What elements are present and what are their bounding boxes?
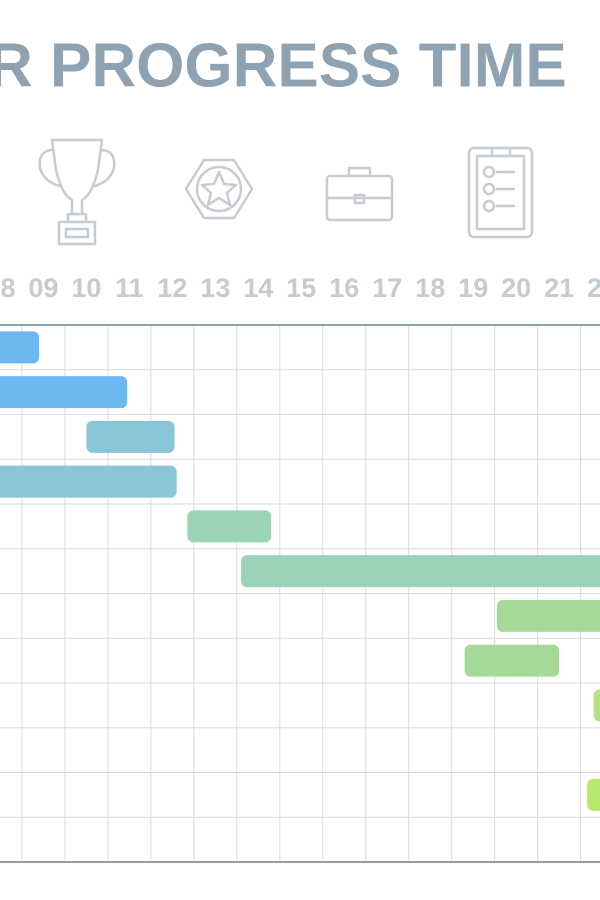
x-tick-label: 09 [28, 273, 58, 303]
icon-clipboard [467, 146, 534, 239]
icon-trophy [38, 138, 116, 246]
x-tick-label: 12 [157, 273, 187, 303]
x-tick-label: 10 [71, 273, 101, 303]
task-bar [0, 376, 128, 409]
x-tick-label: 19 [458, 273, 488, 303]
task-bar [496, 599, 600, 632]
x-tick-label: 22 [587, 273, 600, 303]
x-tick-label: 16 [329, 273, 359, 303]
task-bar [241, 555, 600, 588]
x-tick-label: 18 [415, 273, 445, 303]
task-bar [593, 689, 600, 722]
task-bar [86, 420, 175, 453]
icon-briefcase [325, 166, 394, 222]
chart-title: R PROGRESS TIME [0, 31, 567, 100]
task-bar [464, 644, 560, 677]
x-tick-label: 15 [286, 273, 316, 303]
x-tick-label: 20 [501, 273, 531, 303]
x-tick-label: 08 [0, 273, 15, 303]
task-bar [187, 510, 272, 543]
x-tick-label: 13 [200, 273, 230, 303]
x-tick-label: 11 [115, 273, 144, 303]
task-bar [0, 331, 40, 364]
x-tick-label: 17 [372, 273, 402, 303]
x-tick-label: 21 [544, 273, 574, 303]
task-bar [587, 778, 600, 811]
x-tick-label: 14 [243, 273, 273, 303]
task-bar [0, 465, 177, 498]
icon-badge [184, 158, 254, 220]
